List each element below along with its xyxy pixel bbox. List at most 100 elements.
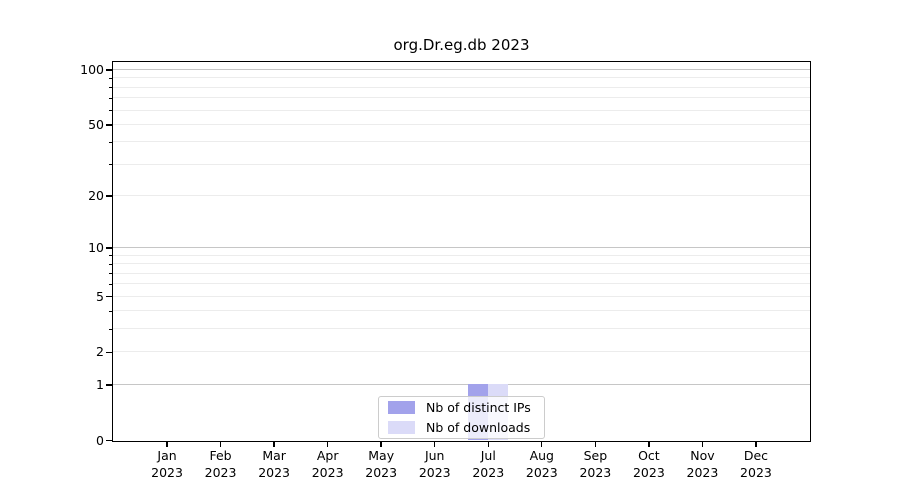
x-tick-month: Apr xyxy=(316,448,339,463)
y-tick-label: 5 xyxy=(96,288,104,304)
x-tick-year: 2023 xyxy=(740,465,772,480)
y-tick-mark xyxy=(106,384,112,386)
y-minor-tick-mark xyxy=(109,110,113,112)
y-tick-mark xyxy=(106,351,112,353)
x-tick-mark xyxy=(648,441,650,447)
y-tick-mark xyxy=(106,124,112,126)
legend-swatch xyxy=(388,401,415,414)
x-tick-mark xyxy=(166,441,168,447)
x-tick-month: Mar xyxy=(262,448,286,463)
x-tick-label: Nov 2023 xyxy=(672,447,732,481)
gridline-minor xyxy=(113,86,810,88)
y-tick-mark xyxy=(106,69,112,71)
x-tick-label: Jul 2023 xyxy=(458,447,518,481)
x-tick-label: May 2023 xyxy=(351,447,411,481)
gridline-minor xyxy=(113,272,810,274)
legend-item: Nb of distinct IPs xyxy=(388,400,544,415)
x-tick-month: Aug xyxy=(529,448,554,463)
y-tick-mark xyxy=(106,439,112,442)
gridline-minor xyxy=(113,141,810,143)
x-tick-mark xyxy=(434,441,436,447)
y-tick-label: 100 xyxy=(80,62,104,78)
gridline-major xyxy=(113,383,810,385)
legend-item: Nb of downloads xyxy=(388,420,544,435)
x-tick-mark xyxy=(594,441,597,447)
gridline-minor xyxy=(113,109,810,111)
gridline-minor xyxy=(113,295,810,297)
y-minor-tick-mark xyxy=(109,263,113,265)
x-tick-year: 2023 xyxy=(365,465,398,480)
x-tick-mark xyxy=(755,441,757,447)
x-tick-year: 2023 xyxy=(632,465,665,480)
x-tick-month: May xyxy=(368,448,395,463)
gridline-minor xyxy=(113,77,810,79)
x-tick-year: 2023 xyxy=(151,465,183,480)
gridline-minor xyxy=(113,283,810,285)
x-tick-month: Jun xyxy=(424,448,445,463)
y-minor-tick-mark xyxy=(109,283,113,285)
gridline-minor xyxy=(113,123,810,125)
y-minor-tick-mark xyxy=(109,255,113,257)
gridline-minor xyxy=(113,97,810,99)
x-tick-month: Oct xyxy=(638,448,660,463)
y-tick-label: 2 xyxy=(96,344,104,360)
x-tick-month: Feb xyxy=(209,448,232,463)
x-tick-month: Jul xyxy=(480,448,496,463)
x-tick-month: Nov xyxy=(690,448,715,463)
legend-label: Nb of downloads xyxy=(426,420,531,435)
legend: Nb of distinct IPs Nb of downloads xyxy=(378,396,545,439)
y-tick-mark xyxy=(106,195,112,197)
gridline-major xyxy=(113,247,810,249)
y-minor-tick-mark xyxy=(109,77,113,79)
x-tick-label: Mar 2023 xyxy=(244,447,304,481)
y-tick-label: 10 xyxy=(88,240,104,256)
x-tick-year: 2023 xyxy=(472,465,505,480)
x-tick-year: 2023 xyxy=(686,465,719,480)
gridline-minor xyxy=(113,163,810,165)
gridline-minor xyxy=(113,195,810,197)
y-minor-tick-mark xyxy=(109,310,113,312)
x-tick-label: Sep 2023 xyxy=(565,447,625,481)
y-tick-mark xyxy=(106,295,112,298)
y-minor-tick-mark xyxy=(109,328,113,330)
gridline-minor xyxy=(113,328,810,330)
x-tick-label: Jun 2023 xyxy=(405,447,465,481)
x-tick-label: Feb 2023 xyxy=(191,447,251,481)
gridline-minor xyxy=(113,351,810,353)
y-minor-tick-mark xyxy=(109,273,113,275)
x-tick-mark xyxy=(380,441,382,447)
plot-area xyxy=(112,61,811,442)
x-tick-mark xyxy=(541,441,543,447)
x-tick-year: 2023 xyxy=(525,465,558,480)
x-tick-year: 2023 xyxy=(579,465,612,480)
x-tick-mark xyxy=(701,441,704,447)
x-tick-mark xyxy=(219,441,222,447)
x-tick-mark xyxy=(487,441,489,447)
gridline-major xyxy=(113,69,810,71)
x-tick-label: Aug 2023 xyxy=(512,447,572,481)
y-minor-tick-mark xyxy=(109,141,113,143)
x-tick-label: Apr 2023 xyxy=(298,447,358,481)
x-tick-year: 2023 xyxy=(204,465,237,480)
x-tick-label: Dec 2023 xyxy=(726,447,786,481)
y-tick-label: 1 xyxy=(96,376,104,392)
legend-swatch xyxy=(388,421,415,434)
x-tick-year: 2023 xyxy=(418,465,451,480)
y-tick-label: 50 xyxy=(88,116,104,132)
gridline-minor xyxy=(113,263,810,265)
x-tick-mark xyxy=(273,441,275,447)
y-tick-label: 20 xyxy=(88,188,104,204)
x-tick-year: 2023 xyxy=(311,465,344,480)
gridline-minor xyxy=(113,254,810,256)
y-minor-tick-mark xyxy=(109,164,113,166)
x-tick-month: Sep xyxy=(583,448,608,463)
x-tick-mark xyxy=(326,441,329,447)
x-tick-month: Jan xyxy=(157,448,177,463)
x-tick-year: 2023 xyxy=(258,465,291,480)
y-tick-label: 0 xyxy=(96,432,104,448)
legend-label: Nb of distinct IPs xyxy=(426,400,531,415)
gridline-minor xyxy=(113,310,810,312)
x-tick-month: Dec xyxy=(743,448,769,463)
y-minor-tick-mark xyxy=(109,87,113,89)
